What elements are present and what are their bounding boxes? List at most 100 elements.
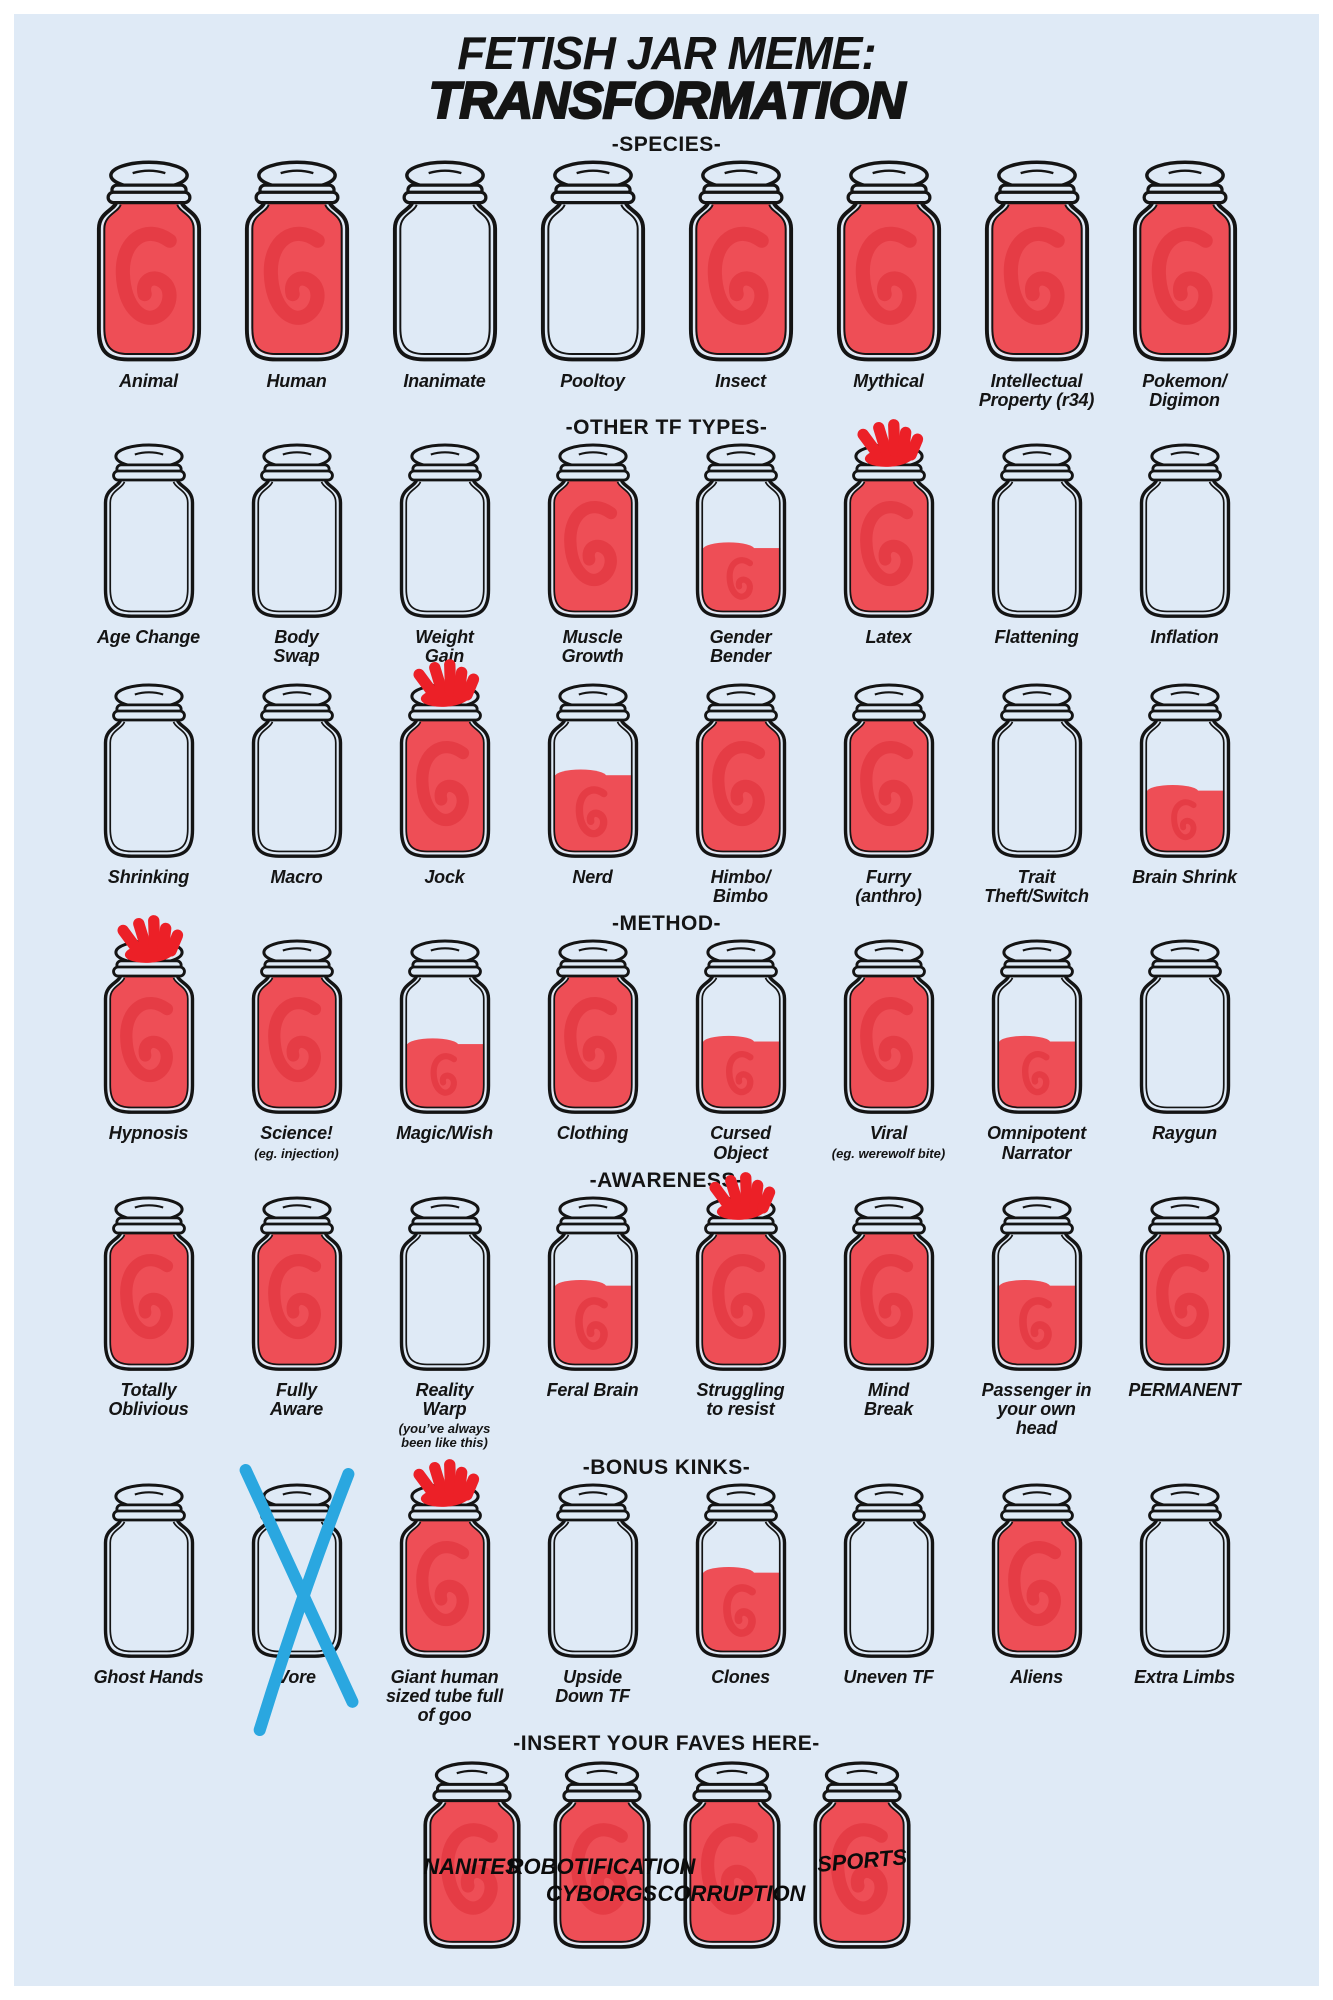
jar-label: Trait Theft/Switch — [984, 867, 1089, 907]
jar-graphic — [991, 1483, 1082, 1659]
section-header-insert-your-faves-here: -INSERT YOUR FAVES HERE- — [513, 1731, 820, 1755]
jar-item-himbo-bimbo: Himbo/ Bimbo — [667, 682, 815, 906]
jar-item-macro: Macro — [223, 682, 371, 887]
jar-graphic — [392, 160, 497, 362]
section-header-awareness: -AWARENESS- — [589, 1168, 744, 1192]
jar-label: Feral Brain — [546, 1379, 639, 1400]
jar-graphic — [399, 1196, 490, 1371]
jar-item-furry-anthro: Furry (anthro) — [815, 682, 963, 906]
jar-item-nerd: Nerd — [519, 682, 667, 887]
jar-label: Science! — [260, 1123, 333, 1144]
jar-label: Uneven TF — [843, 1667, 934, 1688]
jar-row-6: NANITES ROBOTIFICATION CYBORGS CORRUPTION SP… — [14, 1760, 1319, 1953]
jar-item-muscle-growth: Muscle Growth — [519, 442, 667, 666]
jar-graphic — [1139, 939, 1230, 1115]
jar-graphic — [96, 160, 201, 362]
jar-item-weight-gain: Weight Gain — [371, 442, 519, 666]
jar-item-animal: Animal — [75, 159, 223, 391]
jar-item-inanimate: Inanimate — [371, 159, 519, 391]
jar-label: Omnipotent Narrator — [987, 1123, 1086, 1163]
jar-label: Macro — [270, 867, 323, 888]
jar-label: Age Change — [96, 627, 200, 648]
jar-label: PERMANENT — [1128, 1379, 1241, 1400]
jar-sublabel: (you’ve always been like this) — [398, 1420, 491, 1451]
jar-item-fave-2 — [667, 1760, 797, 1953]
jar-item-cursed-object: Cursed Object — [667, 938, 815, 1162]
jar-graphic — [1132, 160, 1237, 362]
jar-graphic — [812, 1760, 911, 1949]
jar-label: Giant human sized tube full of goo — [385, 1667, 503, 1726]
jar-label: Clothing — [556, 1123, 629, 1144]
jar-graphic — [244, 160, 349, 362]
jar-item-age-change: Age Change — [75, 442, 223, 647]
overflow-splash — [856, 419, 923, 467]
jar-label: Passenger in your own head — [981, 1379, 1092, 1438]
jar-label: Animal — [119, 370, 178, 391]
jar-graphic — [984, 160, 1089, 362]
jar-label: Clones — [711, 1667, 770, 1688]
jar-graphic — [843, 939, 934, 1115]
jar-label: Gender Bender — [709, 627, 772, 667]
jar-graphic — [695, 683, 786, 859]
jar-graphic — [251, 683, 342, 859]
jar-label: Inflation — [1150, 627, 1219, 648]
jar-label: Insect — [715, 370, 766, 391]
jar-graphic — [547, 683, 638, 859]
jar-label: Raygun — [1152, 1123, 1217, 1144]
jar-graphic — [547, 443, 638, 618]
jar-graphic — [1139, 1483, 1230, 1659]
jar-label: Weight Gain — [415, 627, 474, 667]
jar-row-3: Hypnosis Science! (eg. injection) Magic/W… — [14, 915, 1319, 1162]
jar-item-struggling-to-resist: Struggling to resist — [667, 1171, 815, 1419]
jar-graphic — [836, 160, 941, 362]
jar-item-viral: Viral (eg. werewolf bite) — [815, 938, 963, 1160]
jar-graphic — [1139, 443, 1230, 618]
jar-item-fave-1 — [537, 1760, 667, 1953]
jar-item-reality-warp: Reality Warp (you’ve always been like thi… — [371, 1195, 519, 1451]
jar-graphic — [688, 160, 793, 362]
jar-sublabel: (eg. injection) — [254, 1145, 339, 1161]
jar-graphic — [103, 683, 194, 859]
jar-graphic — [399, 939, 490, 1115]
jar-row-4: Totally Oblivious Fully Aware Reality Wa… — [14, 1171, 1319, 1451]
jar-item-body-swap: Body Swap — [223, 442, 371, 666]
jar-label: Ghost Hands — [93, 1667, 204, 1688]
jar-item-feral-brain: Feral Brain — [519, 1195, 667, 1400]
jar-item-passenger-in-your-own-head: Passenger in your own head — [963, 1195, 1111, 1438]
jar-item-permanent: PERMANENT — [1111, 1195, 1259, 1400]
jar-item-omnipotent-narrator: Omnipotent Narrator — [963, 938, 1111, 1162]
jar-label: Brain Shrink — [1132, 867, 1237, 888]
jar-item-uneven-tf: Uneven TF — [815, 1482, 963, 1687]
handwritten-fave-label-nanites: NANITES — [423, 1853, 520, 1879]
jar-label: Mind Break — [863, 1379, 914, 1419]
jar-label: Viral — [869, 1123, 908, 1144]
jar-item-raygun: Raygun — [1111, 938, 1259, 1143]
jar-label: Mythical — [853, 370, 924, 391]
jar-item-inflation: Inflation — [1111, 442, 1259, 647]
jar-label: Pooltoy — [560, 370, 625, 391]
jar-label: Body Swap — [273, 627, 320, 667]
jar-graphic — [991, 683, 1082, 859]
section-header-method: -METHOD- — [612, 912, 721, 936]
jar-item-giant-human-sized-tube-full-of-goo: Giant human sized tube full of goo — [371, 1459, 519, 1726]
jar-sublabel: (eg. werewolf bite) — [831, 1145, 946, 1161]
jar-graphic — [843, 419, 934, 618]
jar-graphic — [399, 659, 490, 859]
jar-label: Pokemon/ Digimon — [1142, 370, 1227, 411]
jar-item-jock: Jock — [371, 659, 519, 887]
jar-label: Totally Oblivious — [108, 1379, 189, 1419]
jar-item-totally-oblivious: Totally Oblivious — [75, 1195, 223, 1419]
jar-item-human: Human — [223, 159, 371, 391]
jar-graphic — [547, 1196, 638, 1371]
jar-graphic — [695, 939, 786, 1115]
jar-row-5: Ghost Hands Vore — [14, 1459, 1319, 1737]
jar-item-latex: Latex — [815, 419, 963, 647]
jar-item-vore: Vore — [223, 1464, 371, 1737]
jar-graphic — [103, 915, 194, 1115]
jar-sections: -SPECIES- Animal Human — [14, 133, 1319, 1953]
jar-label: Muscle Growth — [561, 627, 624, 667]
jar-label: Upside Down TF — [555, 1667, 630, 1707]
jar-item-brain-shrink: Brain Shrink — [1111, 682, 1259, 887]
jar-graphic — [547, 1483, 638, 1659]
